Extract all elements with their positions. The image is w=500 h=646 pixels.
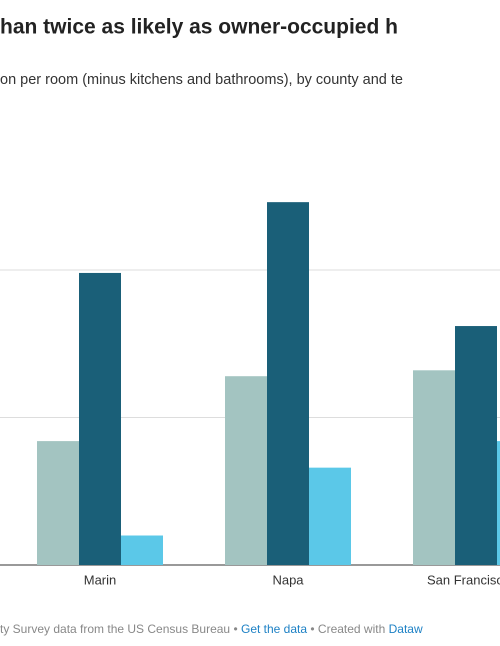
bar (413, 370, 455, 565)
bar (121, 535, 163, 565)
get-data-link[interactable]: Get the data (241, 622, 307, 636)
bar (455, 326, 497, 565)
bar (497, 441, 500, 565)
footer-created: • Created with (307, 622, 389, 636)
x-tick-label: San Francisc (427, 572, 500, 587)
tool-link[interactable]: Dataw (389, 622, 423, 636)
bar (309, 467, 351, 565)
bar (225, 376, 267, 565)
x-tick-label: Napa (272, 572, 304, 587)
footer: ty Survey data from the US Census Bureau… (0, 622, 423, 636)
x-tick-label: Marin (84, 572, 117, 587)
chart-subtitle: on per room (minus kitchens and bathroom… (0, 72, 403, 88)
bar (37, 441, 79, 565)
footer-source: ty Survey data from the US Census Bureau… (0, 622, 241, 636)
chart-title: han twice as likely as owner-occupied h (0, 16, 398, 39)
bar (267, 202, 309, 565)
bar (79, 272, 121, 565)
